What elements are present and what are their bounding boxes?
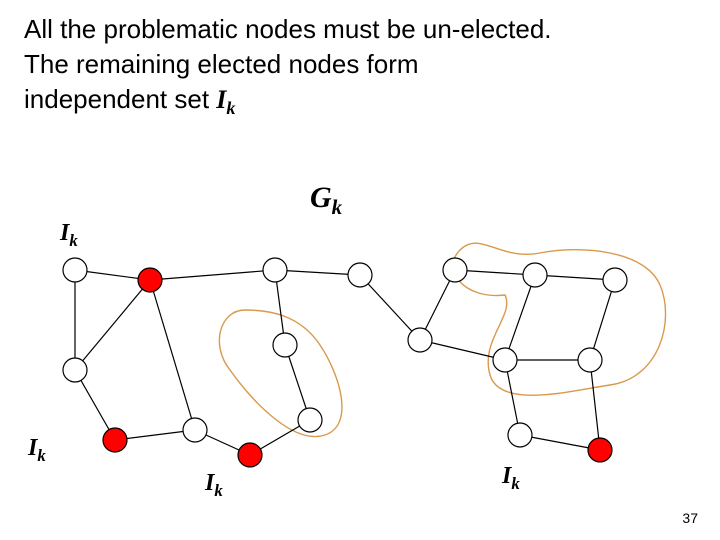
graph-node (443, 258, 467, 282)
graph-edge (360, 275, 420, 340)
problematic-region (219, 310, 342, 437)
graph-node (348, 263, 372, 287)
graph-node (63, 258, 87, 282)
graph-edge (590, 360, 600, 450)
graph-node (183, 418, 207, 442)
page-number: 37 (682, 510, 698, 526)
graph-node-elected (103, 428, 127, 452)
graph-edge (275, 270, 360, 275)
text-line-1: All the problematic nodes must be un-ele… (24, 14, 552, 44)
graph-area: Gk Ik Ik Ik Ik (20, 175, 700, 505)
graph-node (263, 258, 287, 282)
label-Ik: Ik (28, 435, 46, 466)
graph-edge (75, 280, 150, 370)
label-Ik: Ik (502, 463, 520, 494)
problematic-region (453, 243, 666, 395)
graph-node (603, 268, 627, 292)
graph-node (273, 333, 297, 357)
graph-node-elected (138, 268, 162, 292)
graph-node (298, 408, 322, 432)
graph-node (408, 328, 432, 352)
text-line-2: The remaining elected nodes form (24, 49, 419, 79)
text-line-3: independent set (24, 84, 216, 114)
label-Gk: Gk (310, 181, 342, 220)
graph-node (493, 348, 517, 372)
graph-svg (20, 175, 700, 505)
graph-node (578, 348, 602, 372)
graph-node-elected (238, 443, 262, 467)
graph-edge (505, 275, 535, 360)
label-Ik: Ik (205, 470, 223, 501)
graph-node-elected (588, 438, 612, 462)
graph-edge (150, 280, 195, 430)
graph-node (63, 358, 87, 382)
slide: All the problematic nodes must be un-ele… (0, 0, 720, 540)
description-text: All the problematic nodes must be un-ele… (24, 12, 696, 121)
inline-Ik: Ik (216, 85, 235, 114)
label-Ik: Ik (60, 220, 78, 251)
graph-node (523, 263, 547, 287)
graph-node (508, 423, 532, 447)
graph-edge (150, 270, 275, 280)
